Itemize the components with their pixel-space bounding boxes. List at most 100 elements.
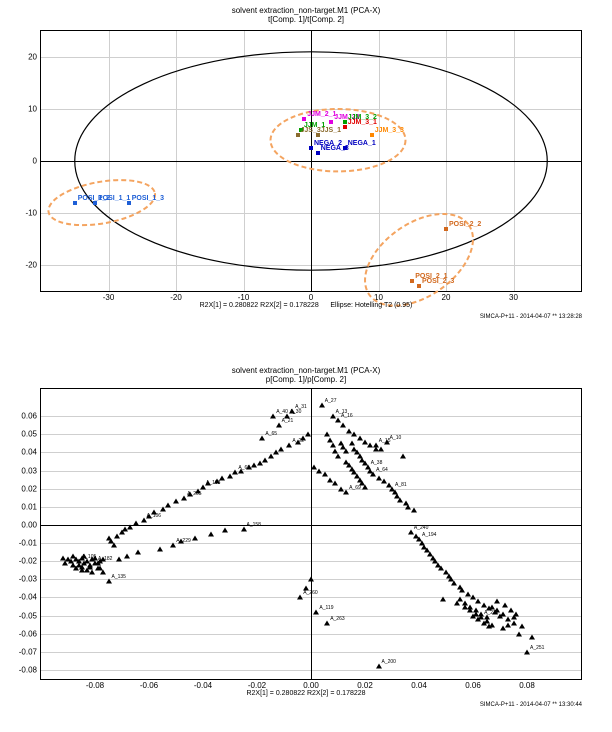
score-point-label: POSI_1_1 — [98, 195, 130, 202]
loading-plot-area: -0.08-0.07-0.06-0.05-0.04-0.03-0.02-0.01… — [40, 388, 582, 680]
loading-point — [278, 446, 284, 451]
score-xlabel: R2X[1] = 0.280822 R2X[2] = 0.178228 Elli… — [0, 302, 612, 309]
loading-point — [165, 503, 171, 508]
loading-point — [84, 559, 90, 564]
x-tick-label: -20 — [170, 293, 182, 302]
loading-point — [511, 620, 517, 625]
score-point — [417, 284, 421, 288]
loading-point — [505, 622, 511, 627]
loading-point-label: A_240 — [414, 525, 428, 531]
loading-point-label: A_81 — [395, 482, 407, 488]
loading-plot-panel: solvent extraction_non-target.M1 (PCA-X)… — [0, 362, 612, 722]
loading-point — [157, 546, 163, 551]
y-tick-label: 0.05 — [21, 430, 37, 439]
x-tick-label: 0.08 — [519, 681, 535, 690]
x-tick-label: -0.04 — [194, 681, 212, 690]
loading-point — [500, 611, 506, 616]
y-tick-label: -10 — [25, 209, 37, 218]
y-tick-label: -0.06 — [19, 629, 37, 638]
loading-point — [440, 597, 446, 602]
loading-point — [484, 615, 490, 620]
score-point-label: POSI_1_3 — [132, 195, 164, 202]
score-point — [343, 120, 347, 124]
y-tick-label: -20 — [25, 261, 37, 270]
score-point-label: NEGA_3 — [321, 145, 349, 152]
loading-point — [76, 562, 82, 567]
loading-point — [529, 635, 535, 640]
y-tick-label: -0.05 — [19, 611, 37, 620]
score-point — [73, 201, 77, 205]
y-tick-label: 0.01 — [21, 502, 37, 511]
loading-point — [378, 446, 384, 451]
loading-point — [81, 553, 87, 558]
score-point — [329, 120, 333, 124]
x-tick-label: -0.06 — [140, 681, 158, 690]
loading-point-label: A_27 — [325, 398, 337, 404]
score-ellipse-layer — [41, 31, 581, 291]
loading-plot-title: solvent extraction_non-target.M1 (PCA-X)… — [0, 366, 612, 384]
loading-point — [87, 564, 93, 569]
loading-point-label: A_251 — [530, 645, 544, 651]
loading-footer: SIMCA-P+11 - 2014-04-07 ** 13:30:44 — [480, 702, 582, 708]
loading-point — [322, 472, 328, 477]
x-tick-label: 0.06 — [465, 681, 481, 690]
score-point-label: POSI_2_3 — [422, 278, 454, 285]
loading-point — [400, 454, 406, 459]
score-plot-panel: solvent extraction_non-target.M1 (PCA-X)… — [0, 0, 612, 340]
score-point — [316, 133, 320, 137]
loading-point — [238, 468, 244, 473]
score-point-label: JJM_3_1 — [348, 119, 377, 126]
score-point — [309, 146, 313, 150]
loading-point — [173, 499, 179, 504]
score-point — [444, 227, 448, 231]
loading-point-label: A_260 — [303, 590, 317, 596]
score-point — [410, 279, 414, 283]
x-tick-label: -30 — [103, 293, 115, 302]
x-tick-label: -10 — [238, 293, 250, 302]
score-point-label: JJM_2_1 — [307, 111, 336, 118]
score-plot-title: solvent extraction_non-target.M1 (PCA-X)… — [0, 6, 612, 24]
y-tick-label: -0.01 — [19, 539, 37, 548]
loading-point — [340, 423, 346, 428]
loading-point — [411, 508, 417, 513]
loading-point-label: A_194 — [422, 532, 436, 538]
loading-title-line2: p[Comp. 1]/p[Comp. 2] — [266, 375, 346, 384]
loading-point — [335, 454, 341, 459]
score-plot-area: -30-20-100102030-20-1001020POSI_1_2POSI_… — [40, 30, 582, 292]
y-tick-label: -0.08 — [19, 665, 37, 674]
x-tick-label: 30 — [509, 293, 518, 302]
loading-point — [79, 568, 85, 573]
loading-point — [332, 448, 338, 453]
loading-point — [330, 443, 336, 448]
loading-point-label: A_64 — [376, 467, 388, 473]
loading-point — [511, 615, 517, 620]
y-tick-label: 0.03 — [21, 466, 37, 475]
loading-xlabel: R2X[1] = 0.280822 R2X[2] = 0.178228 — [0, 690, 612, 697]
loading-point — [373, 446, 379, 451]
loading-point — [205, 481, 211, 486]
loading-point-label: A_69 — [349, 485, 361, 491]
score-point-label: JJM_3_3 — [375, 127, 404, 134]
loading-point — [343, 448, 349, 453]
loading-point — [116, 557, 122, 562]
score-point — [296, 133, 300, 137]
loading-point — [494, 599, 500, 604]
score-footer: SIMCA-P+11 - 2014-04-07 ** 13:28:28 — [480, 314, 582, 320]
score-title-line1: solvent extraction_non-target.M1 (PCA-X) — [232, 6, 381, 15]
score-point-label: NEGA_1 — [348, 140, 376, 147]
loading-point-label: A_10 — [390, 435, 402, 441]
loading-point-label: A_16 — [341, 413, 353, 419]
y-tick-label: 10 — [28, 105, 37, 114]
loading-point — [305, 432, 311, 437]
loading-point — [519, 624, 525, 629]
loading-point-label: A_200 — [382, 659, 396, 665]
score-point — [343, 125, 347, 129]
loading-point-label: A_158 — [247, 522, 261, 528]
score-title-line2: t[Comp. 1]/t[Comp. 2] — [268, 15, 344, 24]
x-tick-label: 0 — [309, 293, 313, 302]
loading-point-label: A_21 — [282, 418, 294, 424]
y-tick-label: 20 — [28, 53, 37, 62]
score-point-label: JJS_1 — [321, 127, 341, 134]
loading-point — [100, 557, 106, 562]
x-tick-label: 0.02 — [357, 681, 373, 690]
